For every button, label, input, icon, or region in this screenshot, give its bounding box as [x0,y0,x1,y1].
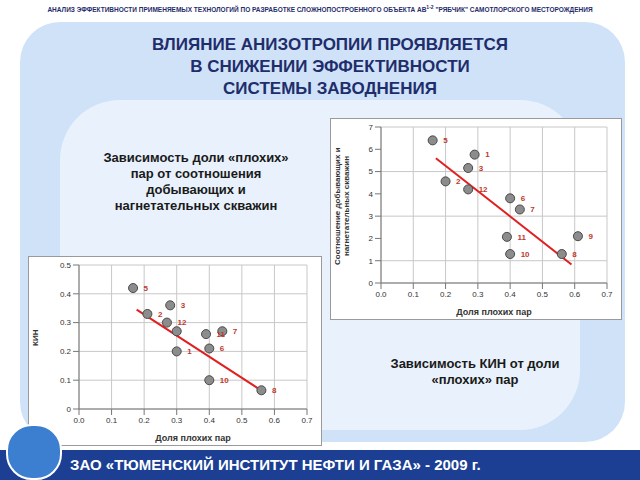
svg-text:0.1: 0.1 [60,376,72,385]
svg-text:12: 12 [479,185,488,194]
html-text:нагнетательных скважин: нагнетательных скважин [114,198,278,213]
svg-text:3: 3 [369,212,374,221]
svg-text:0.7: 0.7 [301,416,313,425]
svg-text:0.4: 0.4 [505,290,517,299]
svg-text:0: 0 [369,279,374,288]
svg-text:1: 1 [369,257,374,266]
svg-text:Доля плохих пар: Доля плохих пар [155,433,231,443]
svg-text:0.5: 0.5 [60,261,72,270]
svg-text:9: 9 [588,232,593,241]
svg-text:7: 7 [369,123,374,132]
svg-text:6: 6 [369,145,374,154]
svg-text:0.6: 0.6 [569,290,581,299]
html-text:АНАЛИЗ ЭФФЕКТИВНОСТИ ПРИМЕНЯЕМ: АНАЛИЗ ЭФФЕКТИВНОСТИ ПРИМЕНЯЕМЫХ ТЕХНОЛО… [47,4,593,14]
svg-text:1: 1 [187,347,192,356]
html-text:Соотношение добывающих и нагне: Соотношение добывающих и нагнетательных … [333,147,351,265]
svg-text:0.5: 0.5 [236,416,248,425]
svg-text:5: 5 [369,167,374,176]
svg-text:12: 12 [177,318,186,327]
svg-text:8: 8 [572,250,577,259]
svg-text:5: 5 [144,284,149,293]
svg-text:11: 11 [517,233,526,242]
html-text:Зависимость доли «плохих»: Зависимость доли «плохих» [103,150,289,165]
svg-text:6: 6 [521,194,526,203]
svg-text:0.0: 0.0 [375,290,387,299]
html-text:СИСТЕМЫ ЗАВОДНЕНИЯ: СИСТЕМЫ ЗАВОДНЕНИЯ [223,79,437,98]
svg-text:0.4: 0.4 [204,416,216,425]
html-text:пар от соотношения: пар от соотношения [130,166,262,181]
svg-text:Доля плохих пар: Доля плохих пар [456,307,532,317]
html-text:«плохих» пар: «плохих» пар [431,372,519,387]
svg-text:0.2: 0.2 [440,290,452,299]
svg-text:0.1: 0.1 [408,290,420,299]
svg-text:8: 8 [272,386,277,395]
svg-text:0.3: 0.3 [60,318,72,327]
html-text:КИН: КИН [31,329,40,347]
html-text:ВЛИЯНИЕ АНИЗОТРОПИИ ПРОЯВЛЯЕТС: ВЛИЯНИЕ АНИЗОТРОПИИ ПРОЯВЛЯЕТСЯ [152,35,508,54]
svg-text:0.7: 0.7 [601,290,613,299]
svg-text:0.6: 0.6 [269,416,281,425]
html-text:В СНИЖЕНИИ ЭФФЕКТИВНОСТИ: В СНИЖЕНИИ ЭФФЕКТИВНОСТИ [190,57,470,76]
svg-text:7: 7 [530,205,535,214]
html-text:добывающих и: добывающих и [146,182,246,197]
svg-text:2: 2 [456,177,461,186]
svg-text:11: 11 [217,330,226,339]
svg-text:0.5: 0.5 [537,290,549,299]
svg-text:3: 3 [479,164,484,173]
svg-text:1: 1 [485,150,490,159]
svg-text:6: 6 [220,344,225,353]
svg-text:0: 0 [67,405,72,414]
svg-text:2: 2 [158,310,163,319]
svg-text:0.1: 0.1 [106,416,118,425]
svg-text:2: 2 [369,234,374,243]
svg-text:7: 7 [233,327,238,336]
svg-text:0.2: 0.2 [139,416,151,425]
html-text:Зависимость КИН от доли: Зависимость КИН от доли [390,356,560,371]
svg-text:10: 10 [521,250,530,259]
svg-text:10: 10 [220,376,229,385]
svg-text:0.3: 0.3 [171,416,183,425]
svg-text:0.0: 0.0 [73,416,85,425]
html-text:ЗАО «ТЮМЕНСКИЙ ИНСТИТУТ НЕФТИ: ЗАО «ТЮМЕНСКИЙ ИНСТИТУТ НЕФТИ И ГАЗА» - … [70,456,481,473]
svg-text:0.4: 0.4 [60,290,72,299]
svg-text:3: 3 [181,301,186,310]
svg-text:4: 4 [369,190,374,199]
svg-text:5: 5 [443,136,448,145]
svg-text:0.2: 0.2 [60,347,72,356]
svg-text:0.3: 0.3 [472,290,484,299]
